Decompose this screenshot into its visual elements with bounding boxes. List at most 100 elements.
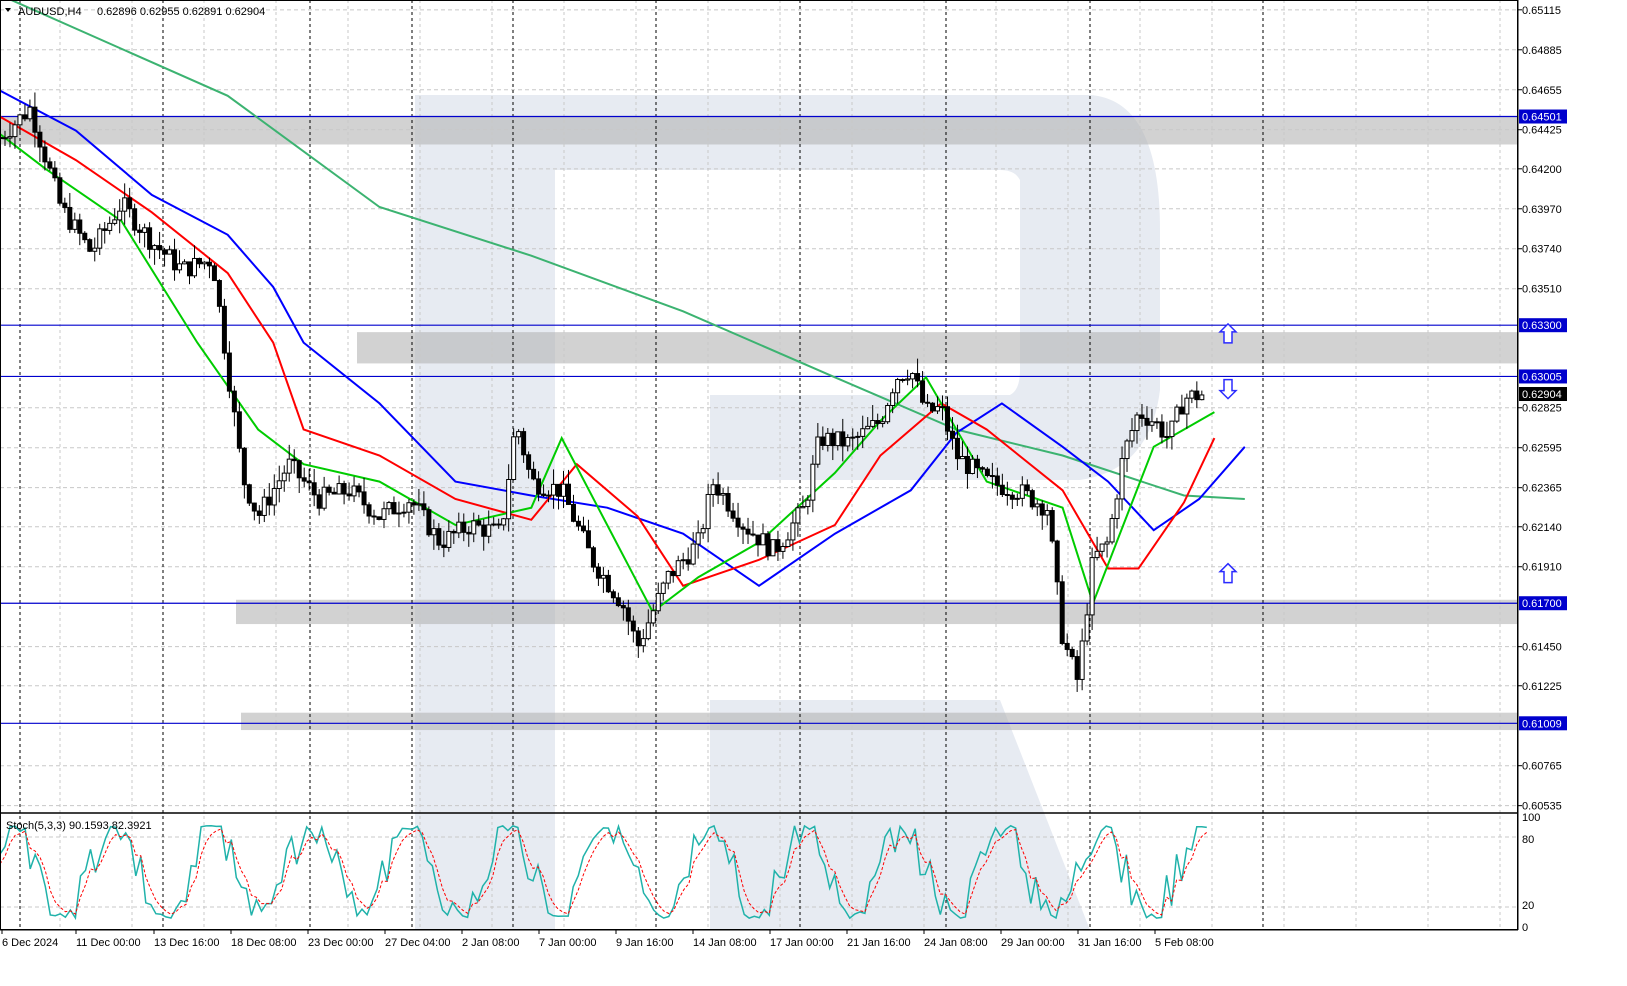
price-tick-label: 0.63510 [1522, 284, 1562, 296]
candle-body [486, 524, 492, 537]
arrow-down-icon [1218, 378, 1238, 400]
candle-body [885, 404, 891, 423]
level-price-label: 0.61700 [1522, 598, 1562, 610]
candle-body [815, 436, 821, 465]
candle-body [725, 492, 731, 512]
candle-body [296, 460, 302, 479]
candle-body [1029, 490, 1035, 508]
candle-body [785, 539, 791, 548]
candle-body [835, 431, 841, 447]
candle-body [1019, 484, 1025, 499]
zone-band [0, 116, 1518, 145]
price-tick-label: 0.60535 [1522, 801, 1562, 813]
candle-body [431, 528, 437, 536]
moving-average-line [0, 115, 1216, 587]
candle-body [221, 305, 227, 354]
candle-body [1034, 503, 1040, 508]
candle-body [1179, 406, 1185, 415]
candle-body [466, 531, 472, 535]
candle-body [506, 479, 512, 520]
candle-body [595, 566, 601, 579]
candle-body [750, 533, 756, 536]
candle-body [994, 475, 1000, 486]
candle-body [775, 539, 781, 552]
candle-body [610, 591, 616, 599]
candle-body [605, 574, 611, 593]
candle-body [436, 528, 442, 546]
candle-body [456, 521, 462, 534]
watermark-logo [415, 95, 1160, 930]
price-tick-label: 0.62825 [1522, 403, 1562, 415]
candle-body [890, 392, 896, 406]
time-tick-label: 27 Dec 04:00 [385, 937, 450, 949]
candle-body [211, 265, 217, 282]
candle-body [276, 480, 282, 490]
candle-body [780, 546, 786, 552]
candle-body [979, 467, 985, 470]
candle-body [590, 547, 596, 568]
candle-body [1119, 458, 1125, 500]
candle-body [1164, 436, 1170, 439]
candle-body [376, 516, 382, 520]
candle-body [87, 239, 93, 252]
moving-average-line [0, 133, 1215, 614]
candle-body [1184, 397, 1190, 415]
candle-body [655, 592, 661, 612]
collapse-triangle-icon[interactable] [5, 8, 11, 12]
candle-body [720, 492, 726, 496]
price-tick-label: 0.63740 [1522, 244, 1562, 256]
candle-body [301, 477, 307, 482]
time-tick-label: 21 Jan 16:00 [847, 937, 911, 949]
candle-body [954, 437, 960, 460]
candle-body [172, 249, 178, 271]
candle-body [805, 499, 811, 508]
candle-body [650, 610, 656, 624]
candle-body [162, 249, 168, 255]
candle-body [870, 420, 876, 427]
stochastic-label: Stoch(5,3,3) 90.1593 82.3921 [6, 820, 152, 832]
candle-body [974, 458, 980, 469]
candle-body [371, 515, 377, 518]
candle-body [710, 484, 716, 495]
watermark-shape [415, 95, 1160, 930]
stochastic-tick-label: 20 [1522, 900, 1534, 912]
candle-body [1084, 614, 1090, 642]
candle-body [236, 411, 242, 449]
candle-body [157, 245, 163, 251]
current-price-badge [1519, 387, 1567, 402]
candle-body [860, 428, 866, 437]
watermark-shape [710, 700, 1090, 930]
plot-frame [0, 0, 1518, 930]
candle-body [346, 493, 352, 497]
candle-body [850, 436, 856, 439]
candle-body [635, 630, 641, 647]
horizontal-grid [0, 9, 1518, 908]
zone-band [241, 712, 1518, 731]
candle-body [790, 522, 796, 541]
candle-body [949, 430, 955, 439]
candle-body [855, 435, 861, 438]
candle-body [541, 493, 547, 496]
candle-body [575, 520, 581, 527]
candle-body [47, 161, 53, 169]
candle-body [1004, 494, 1010, 497]
candle-body [521, 431, 527, 456]
candle-body [266, 496, 272, 506]
candle-body [1169, 420, 1175, 438]
candle-body [1069, 648, 1075, 658]
candle-body [401, 511, 407, 514]
candle-body [396, 512, 402, 515]
candle-body [1114, 498, 1120, 520]
candle-body [546, 494, 552, 497]
candle-body [845, 437, 851, 447]
time-tick-label: 7 Jan 00:00 [539, 937, 597, 949]
candle-body [705, 493, 711, 530]
price-tick-label: 0.63970 [1522, 204, 1562, 216]
candle-body [336, 483, 342, 495]
candle-body [1139, 414, 1145, 419]
time-tick-label: 5 Feb 08:00 [1155, 937, 1214, 949]
level-price-label: 0.63300 [1522, 320, 1562, 332]
candle-body [251, 502, 257, 512]
candle-body [551, 483, 557, 496]
